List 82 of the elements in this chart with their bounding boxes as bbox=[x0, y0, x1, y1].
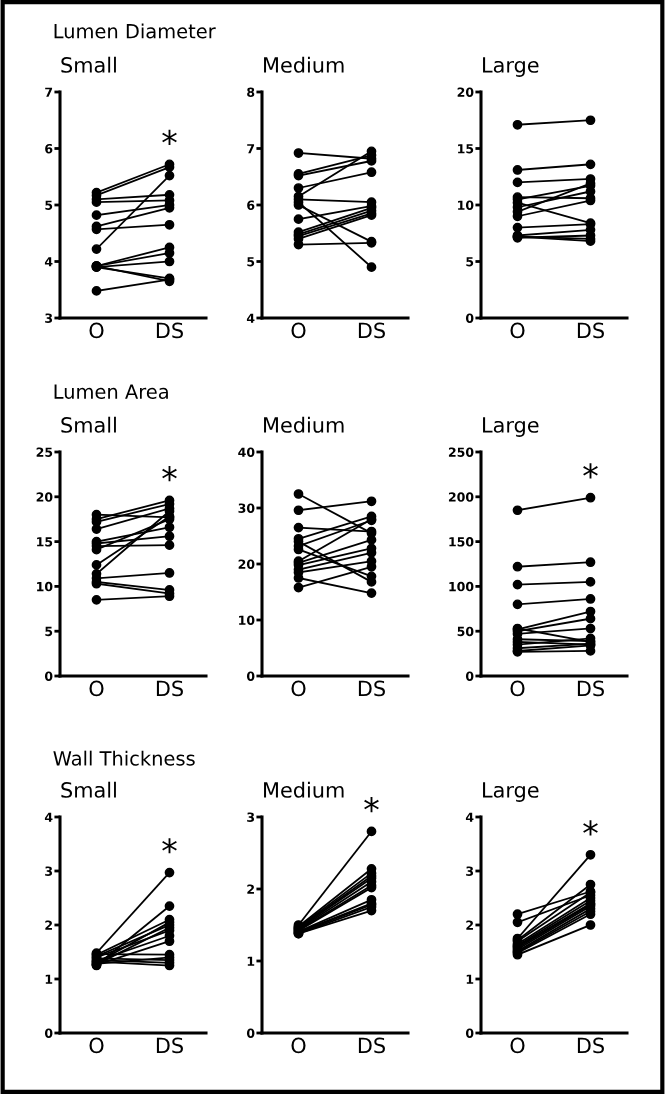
chart-title: Small bbox=[61, 781, 116, 798]
y-tick-label: 15 bbox=[37, 537, 53, 547]
y-tick-label: 4 bbox=[44, 812, 53, 822]
chart-title: Medium bbox=[264, 416, 344, 433]
x-tick-label: DS bbox=[358, 322, 385, 339]
x-tick-label: O bbox=[510, 322, 525, 339]
y-tick-label: 3 bbox=[45, 866, 53, 876]
chart-title: Large bbox=[483, 57, 539, 77]
x-tick-label: DS bbox=[577, 322, 604, 339]
y-tick-label: 5 bbox=[466, 257, 474, 267]
y-tick-label: 0 bbox=[465, 671, 474, 681]
x-tick-label: O bbox=[89, 680, 104, 697]
y-tick-label: 2 bbox=[466, 920, 473, 930]
y-tick-label: 5 bbox=[247, 257, 255, 267]
y-tick-label: 1 bbox=[247, 956, 255, 966]
y-tick-label: 6 bbox=[45, 143, 53, 154]
y-tick-label: 150 bbox=[449, 537, 474, 547]
y-tick-label: 7 bbox=[247, 144, 255, 154]
y-tick-label: 250 bbox=[448, 447, 474, 457]
x-tick-label: DS bbox=[156, 680, 183, 697]
y-tick-label: 20 bbox=[457, 87, 474, 97]
chart-title: Small bbox=[61, 416, 116, 433]
chart-title: Medium bbox=[264, 781, 344, 798]
y-tick-label: 5 bbox=[45, 626, 53, 637]
chart-title: Large bbox=[483, 782, 539, 802]
y-tick-label: 50 bbox=[457, 626, 474, 637]
y-tick-label: 1 bbox=[45, 974, 53, 984]
annotation: * bbox=[583, 463, 598, 479]
x-tick-label: DS bbox=[577, 680, 604, 697]
x-tick-label: DS bbox=[156, 1037, 183, 1054]
annotation: * bbox=[162, 129, 177, 146]
annotation: * bbox=[364, 796, 379, 813]
text: Wall Thickness bbox=[53, 750, 195, 766]
x-tick-label: O bbox=[291, 322, 306, 339]
y-tick-label: 10 bbox=[458, 200, 474, 210]
y-tick-label: 10 bbox=[239, 615, 255, 625]
x-tick-label: DS bbox=[156, 322, 183, 339]
x-tick-label: O bbox=[510, 1037, 525, 1054]
y-tick-label: 2 bbox=[247, 884, 254, 894]
y-tick-label: 4 bbox=[44, 257, 53, 267]
y-tick-label: 3 bbox=[247, 812, 255, 822]
x-tick-label: DS bbox=[577, 1037, 604, 1054]
y-tick-label: 8 bbox=[247, 87, 255, 97]
y-tick-label: 10 bbox=[37, 581, 53, 592]
annotation: * bbox=[162, 465, 177, 482]
y-tick-label: 0 bbox=[465, 1028, 474, 1038]
y-tick-label: 15 bbox=[458, 144, 474, 154]
x-tick-label: O bbox=[510, 680, 525, 697]
text: Lumen Area bbox=[54, 384, 168, 399]
y-tick-label: 100 bbox=[449, 581, 474, 592]
x-tick-label: DS bbox=[358, 1037, 385, 1054]
y-tick-label: 4 bbox=[465, 812, 474, 822]
y-tick-label: 30 bbox=[238, 503, 255, 513]
y-tick-label: 2 bbox=[45, 920, 52, 930]
chart-title: Large bbox=[483, 417, 539, 437]
y-tick-label: 20 bbox=[36, 492, 53, 502]
x-tick-label: O bbox=[291, 680, 306, 697]
y-tick-label: 25 bbox=[36, 447, 53, 457]
annotation: * bbox=[583, 820, 598, 836]
x-tick-label: O bbox=[291, 1037, 306, 1054]
y-tick-label: 1 bbox=[466, 974, 474, 984]
y-tick-label: 6 bbox=[247, 200, 255, 210]
y-tick-label: 5 bbox=[45, 200, 53, 210]
chart-title: Small bbox=[61, 56, 116, 73]
x-tick-label: DS bbox=[358, 680, 385, 697]
text: Lumen Diameter bbox=[54, 23, 216, 39]
y-tick-label: 200 bbox=[448, 492, 474, 502]
x-tick-label: O bbox=[89, 1037, 104, 1054]
y-tick-label: 4 bbox=[246, 313, 255, 323]
y-tick-label: 0 bbox=[44, 671, 53, 681]
chart-title: Medium bbox=[264, 56, 344, 73]
annotation: * bbox=[162, 838, 177, 854]
x-tick-label: O bbox=[89, 322, 104, 339]
y-tick-label: 0 bbox=[246, 671, 255, 681]
y-tick-label: 0 bbox=[44, 1028, 53, 1038]
y-tick-label: 3 bbox=[45, 313, 53, 323]
y-tick-label: 40 bbox=[238, 447, 255, 457]
y-tick-label: 0 bbox=[246, 1028, 255, 1038]
y-tick-label: 20 bbox=[238, 559, 255, 569]
y-tick-label: 0 bbox=[465, 313, 474, 323]
y-tick-label: 7 bbox=[45, 87, 53, 97]
y-tick-label: 3 bbox=[466, 866, 474, 876]
